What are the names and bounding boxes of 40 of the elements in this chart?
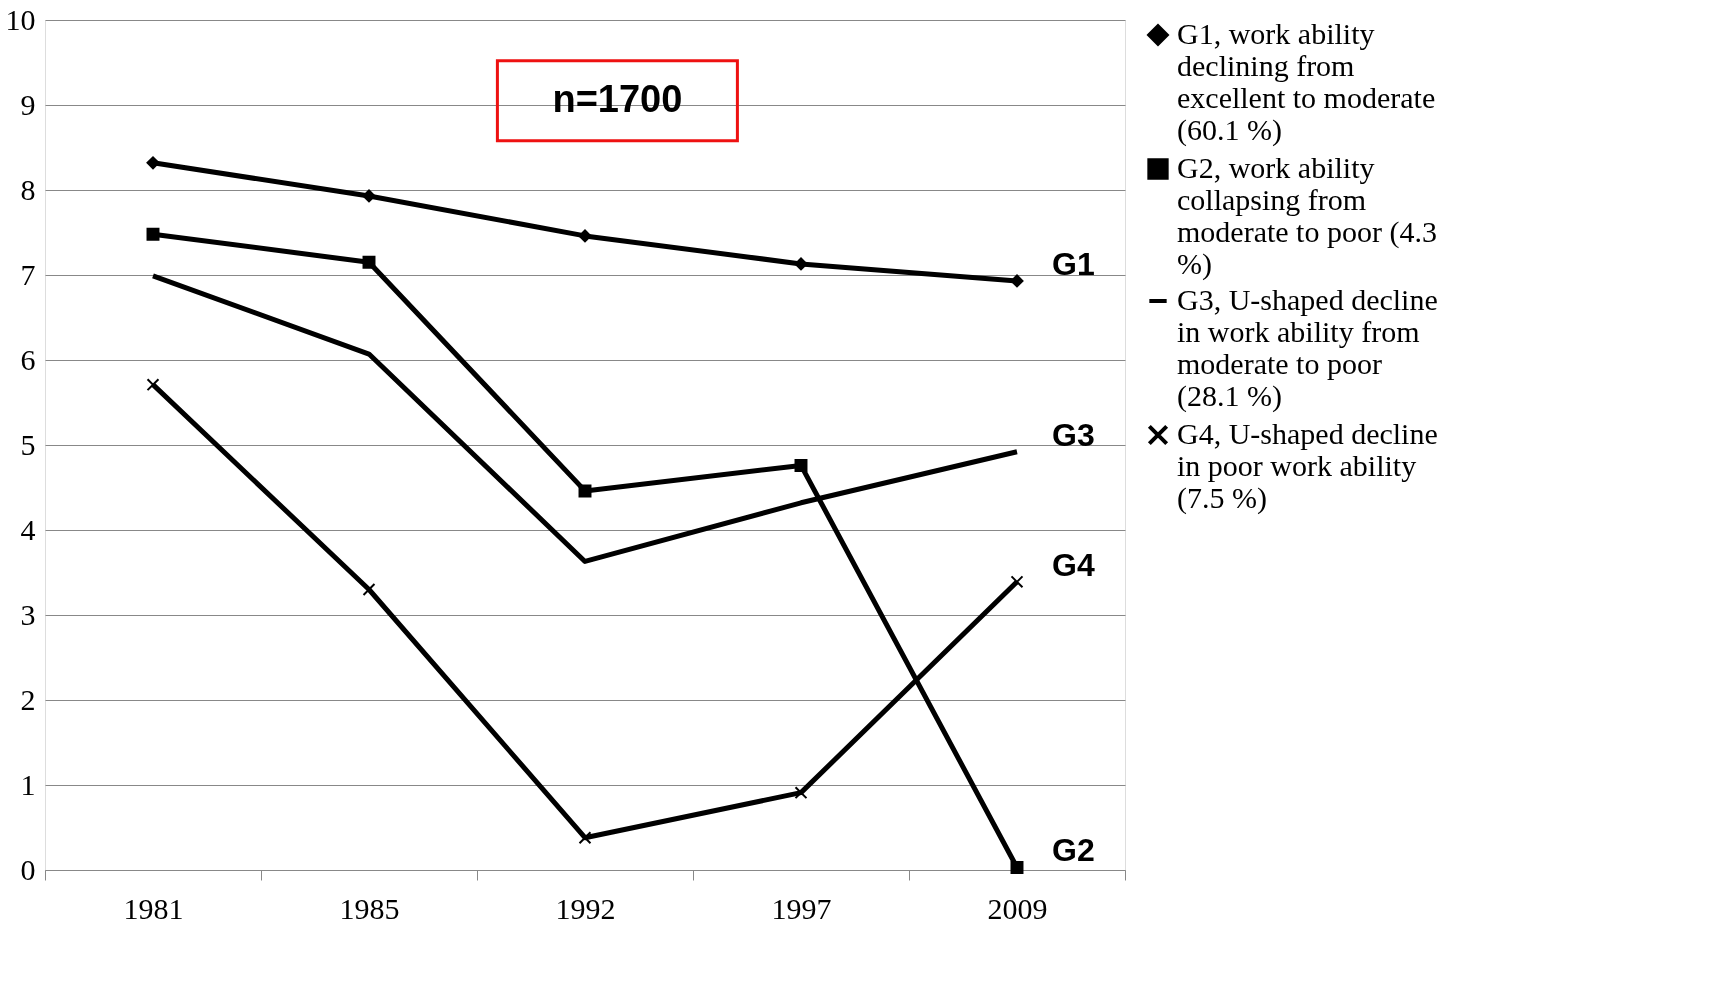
point: [794, 786, 808, 800]
y-tick-label: 2: [20, 682, 36, 716]
point: [794, 458, 808, 472]
x-tick-label: 1981: [123, 891, 184, 925]
legend-label: G2, work ability collapsing from moderate to poor (4.3 %): [1177, 151, 1437, 281]
point: [794, 257, 808, 271]
x-tick-label: 1985: [339, 891, 400, 925]
point: [1010, 860, 1024, 874]
y-tick-label: 4: [20, 512, 36, 546]
point: [362, 255, 376, 269]
point: [578, 229, 592, 243]
y-tick-label: 1: [20, 767, 36, 801]
legend-label: G1, work ability declining from excellent to moderate (60.1 %): [1177, 17, 1436, 147]
point: [578, 484, 592, 498]
point: [146, 227, 160, 241]
legend-label: G4, U-shaped decline in poor work ability (7.5 %): [1177, 417, 1438, 515]
point: [1010, 575, 1024, 589]
y-tick-label: 7: [20, 257, 36, 291]
point: [1010, 274, 1024, 288]
x-tick-label: 1992: [555, 891, 616, 925]
y-tick-label: 9: [20, 87, 36, 121]
point: [146, 156, 160, 170]
point: [362, 583, 376, 596]
annotation: G4: [1052, 546, 1095, 583]
x-tick-label: 1997: [771, 891, 832, 925]
point: [362, 189, 376, 203]
y-tick-label: 0: [20, 852, 36, 886]
legend-label: G3, U-shaped decline in work ability from moderate to poor (28.1 %): [1177, 283, 1438, 413]
x-tick-label: 2009: [987, 891, 1048, 925]
y-tick-label: 3: [20, 597, 36, 631]
annotation: G3: [1052, 416, 1095, 453]
point: [578, 831, 592, 845]
y-tick-label: 5: [20, 427, 36, 461]
y-tick-label: 6: [20, 342, 36, 376]
y-tick-label: 10: [5, 2, 36, 36]
annotation: n=1700: [552, 77, 683, 120]
annotation: G1: [1052, 245, 1095, 282]
y-tick-label: 8: [20, 172, 36, 206]
point: [146, 378, 160, 392]
annotation: G2: [1052, 832, 1095, 869]
